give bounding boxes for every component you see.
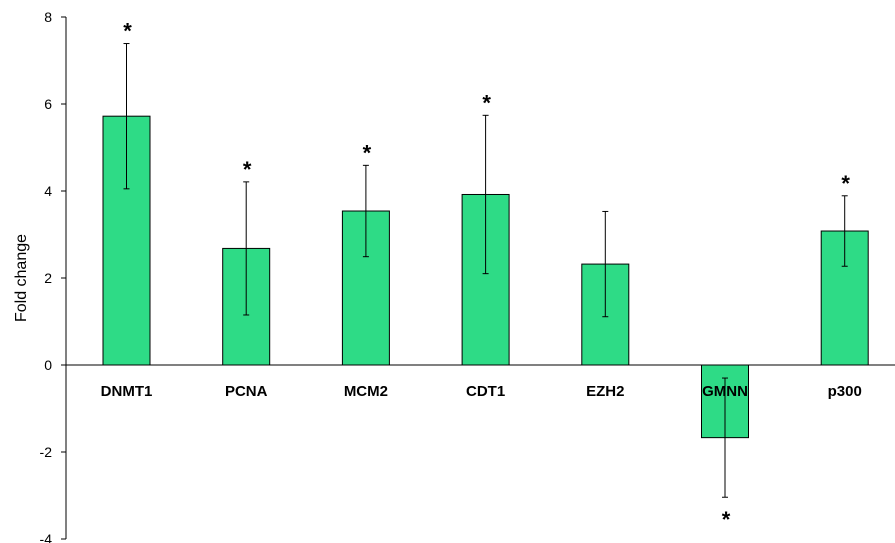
x-tick-label-dnmt1: DNMT1 (101, 383, 153, 400)
x-tick-label-pcna: PCNA (225, 383, 268, 400)
y-tick-label--4: -4 (40, 531, 53, 543)
y-axis-title: Fold change (13, 234, 30, 322)
significance-star-gmnn: * (722, 507, 731, 532)
y-tick-label-0: 0 (44, 357, 52, 373)
y-tick-label-4: 4 (44, 183, 52, 199)
labels-layer: * DNMT1 * PCNA * MCM2 * CDT1 EZH2 * GMNN * p300 -4 -2 0… (40, 9, 862, 543)
x-tick-label-p300: p300 (828, 383, 862, 400)
x-tick-label-gmnn: GMNN (702, 383, 748, 400)
x-tick-label-cdt1: CDT1 (466, 383, 505, 400)
significance-star-pcna: * (243, 157, 252, 182)
bars-layer (102, 43, 869, 498)
y-tick-label-8: 8 (44, 9, 52, 25)
x-tick-label-mcm2: MCM2 (344, 383, 388, 400)
significance-star-cdt1: * (482, 90, 491, 115)
y-tick-label-2: 2 (44, 270, 52, 286)
y-tick-label--2: -2 (40, 444, 53, 460)
significance-star-p300: * (841, 171, 850, 196)
axes-layer (61, 16, 895, 540)
y-tick-label-6: 6 (44, 96, 52, 112)
significance-star-dnmt1: * (123, 19, 132, 44)
significance-star-mcm2: * (363, 140, 372, 165)
x-tick-label-ezh2: EZH2 (586, 383, 624, 400)
